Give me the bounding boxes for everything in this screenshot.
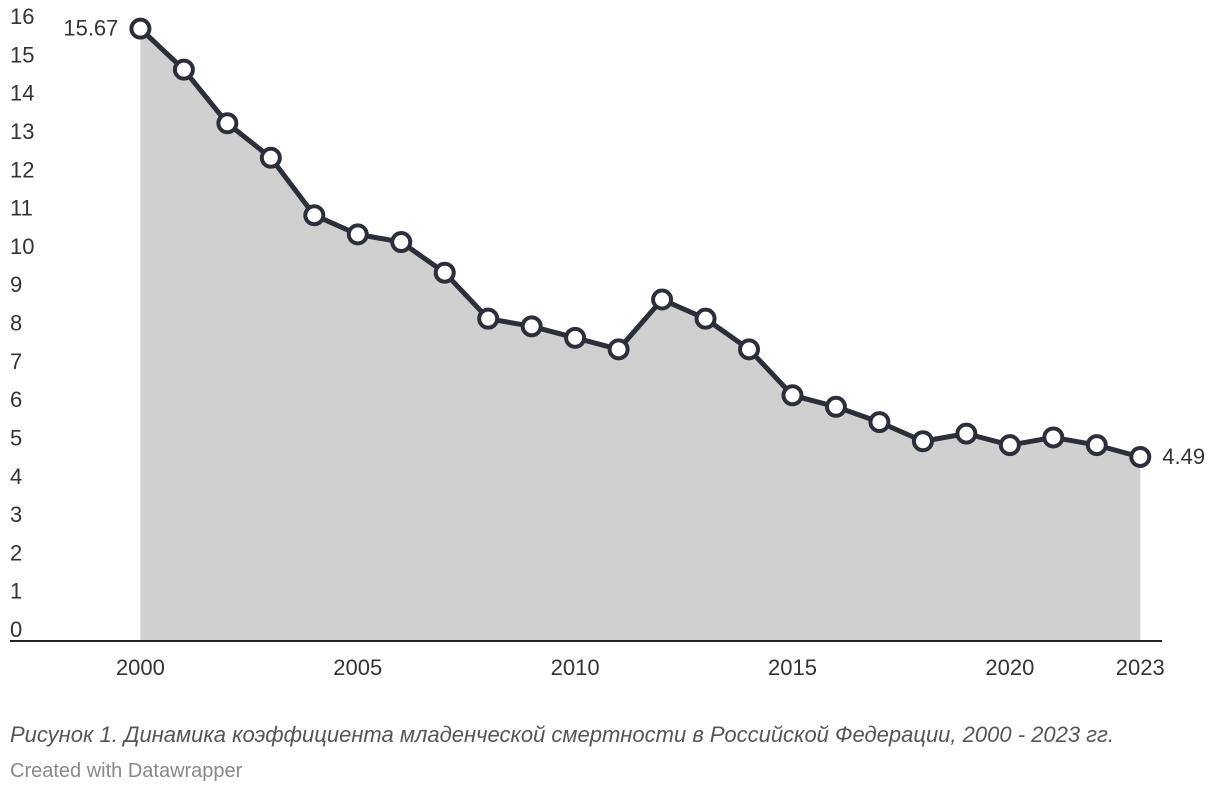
data-point: [868, 411, 891, 434]
data-point: [911, 430, 934, 453]
y-tick-label: 13: [10, 119, 34, 144]
data-point: [172, 58, 195, 81]
data-point: [433, 261, 456, 284]
data-point: [1085, 434, 1108, 457]
data-point: [129, 17, 152, 40]
x-tick-label: 2000: [116, 655, 165, 680]
data-point: [303, 204, 326, 227]
data-point: [520, 315, 543, 338]
y-tick-label: 10: [10, 234, 34, 259]
data-point: [824, 395, 847, 418]
datawrapper-credit: Created with Datawrapper: [10, 760, 243, 782]
y-tick-label: 3: [10, 502, 22, 527]
x-tick-label: 2005: [333, 655, 382, 680]
data-point: [346, 223, 369, 246]
data-point: [955, 422, 978, 445]
data-point: [651, 288, 674, 311]
data-label: 4.49: [1162, 444, 1205, 469]
y-tick-label: 15: [10, 42, 34, 67]
y-tick-label: 11: [10, 196, 33, 221]
y-tick-label: 1: [10, 579, 22, 604]
x-axis-ticks: 2000 2005 2010 2015 2020 2023: [116, 655, 1165, 680]
y-tick-label: 9: [10, 272, 22, 297]
area-fill: [140, 28, 1141, 641]
y-tick-label: 4: [10, 464, 22, 489]
y-tick-label: 6: [10, 387, 22, 412]
y-tick-label: 7: [10, 349, 22, 374]
data-point: [738, 338, 761, 361]
data-point: [216, 112, 239, 135]
data-point: [1042, 426, 1065, 449]
x-tick-label: 2023: [1116, 655, 1165, 680]
data-point: [998, 434, 1021, 457]
x-tick-label: 2010: [551, 655, 600, 680]
data-label: 15.67: [63, 16, 118, 41]
data-point: [564, 326, 587, 349]
y-tick-label: 8: [10, 311, 22, 336]
data-point: [390, 231, 413, 254]
data-point: [477, 307, 500, 330]
y-tick-label: 14: [10, 81, 34, 106]
data-points: [129, 17, 1152, 468]
y-tick-label: 2: [10, 540, 22, 565]
x-tick-label: 2020: [985, 655, 1034, 680]
data-point: [781, 384, 804, 407]
y-tick-label: 0: [10, 617, 22, 642]
data-labels: 15.67 4.49: [63, 16, 1205, 469]
y-tick-label: 12: [10, 157, 34, 182]
y-tick-label: 16: [10, 4, 34, 29]
data-point: [259, 146, 282, 169]
data-point: [694, 307, 717, 330]
figure-caption: Рисунок 1. Динамика коэффициента младенч…: [10, 722, 1114, 747]
y-tick-label: 5: [10, 425, 22, 450]
data-point: [607, 338, 630, 361]
data-point: [1129, 445, 1152, 468]
x-tick-label: 2015: [768, 655, 817, 680]
